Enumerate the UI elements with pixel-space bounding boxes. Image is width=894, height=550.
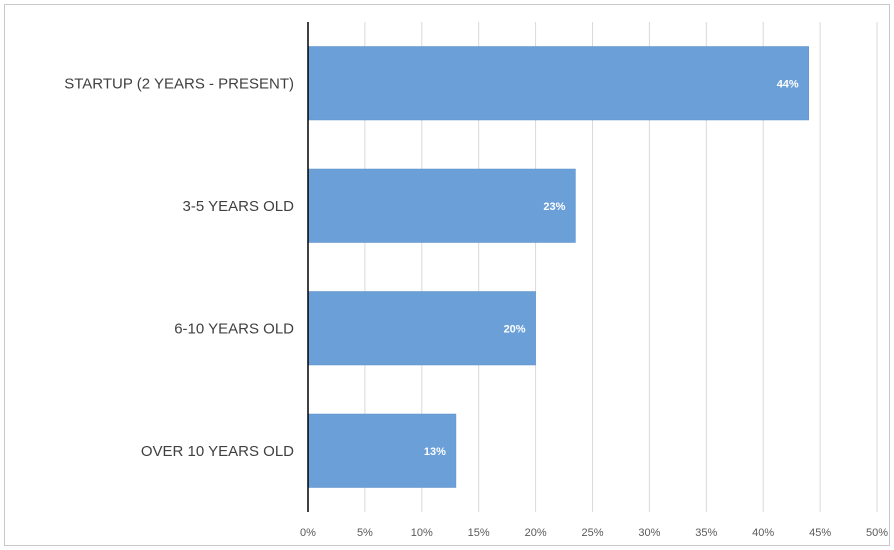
x-tick-label: 25% (581, 527, 603, 539)
bar (307, 168, 576, 243)
bar (307, 291, 536, 366)
bars (307, 46, 809, 488)
bar (307, 46, 809, 121)
x-tick-label: 0% (300, 527, 316, 539)
x-tick-label: 35% (695, 527, 717, 539)
category-label: 3-5 YEARS OLD (183, 198, 295, 215)
category-label: 6-10 YEARS OLD (174, 320, 294, 337)
x-tick-label: 5% (357, 527, 373, 539)
data-label: 44% (777, 78, 799, 90)
data-label: 23% (543, 201, 565, 213)
x-tick-label: 15% (468, 527, 490, 539)
x-tick-label: 40% (752, 527, 774, 539)
x-tick-label: 30% (638, 527, 660, 539)
data-label: 20% (504, 323, 526, 335)
data-label: 13% (424, 446, 446, 458)
x-tick-label: 45% (809, 527, 831, 539)
x-tick-labels: 0% 5% 10% 15% 20% 25% 30% 35% 40% 45% 50% (300, 527, 888, 539)
category-label: OVER 10 YEARS OLD (141, 443, 294, 460)
x-tick-label: 10% (411, 527, 433, 539)
data-labels: 44% 23% 20% 13% (424, 78, 799, 458)
category-label: STARTUP (2 YEARS - PRESENT) (64, 75, 294, 92)
x-tick-label: 50% (866, 527, 888, 539)
category-labels: STARTUP (2 YEARS - PRESENT) 3-5 YEARS OLD… (64, 75, 294, 460)
x-tick-label: 20% (525, 527, 547, 539)
